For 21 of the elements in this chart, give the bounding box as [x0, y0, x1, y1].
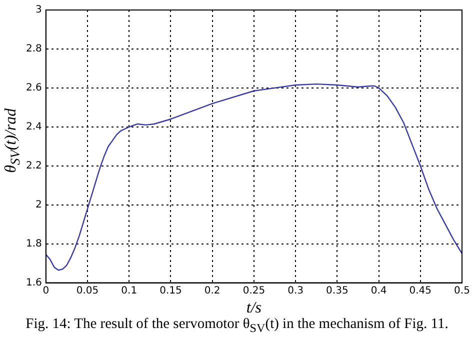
x-tick-label: 0.1: [121, 285, 138, 296]
x-tick-label: 0.15: [160, 285, 182, 296]
x-tick-label: 0.4: [370, 285, 387, 296]
x-tick-label: 0.5: [454, 285, 470, 296]
y-tick-label: 2.8: [26, 44, 42, 55]
y-tick-label: 1.8: [26, 238, 42, 250]
y-tick-label: 2.6: [26, 82, 42, 94]
x-tick-label: 0.3: [288, 285, 304, 296]
x-tick-label: 0: [42, 285, 50, 296]
y-tick-label: 2.2: [26, 160, 42, 172]
y-tick-label: 2: [36, 199, 42, 210]
y-tick-label: 3: [36, 4, 42, 16]
x-tick-label: 0.05: [76, 285, 99, 296]
y-tick-label: 1.6: [26, 277, 42, 288]
x-tick-label: 0.25: [242, 285, 266, 296]
caption: Fig. 14: The result of the servomotor θ$_{SV}$(t) in the mechanism of Fig. 11.: [24, 316, 450, 336]
x-axis-title: t/s: [246, 300, 262, 317]
x-tick-label: 0.45: [409, 285, 432, 296]
y-tick-label: 2.4: [26, 122, 42, 133]
x-tick-label: 0.35: [326, 285, 348, 296]
x-tick-label: 0.2: [204, 285, 220, 296]
